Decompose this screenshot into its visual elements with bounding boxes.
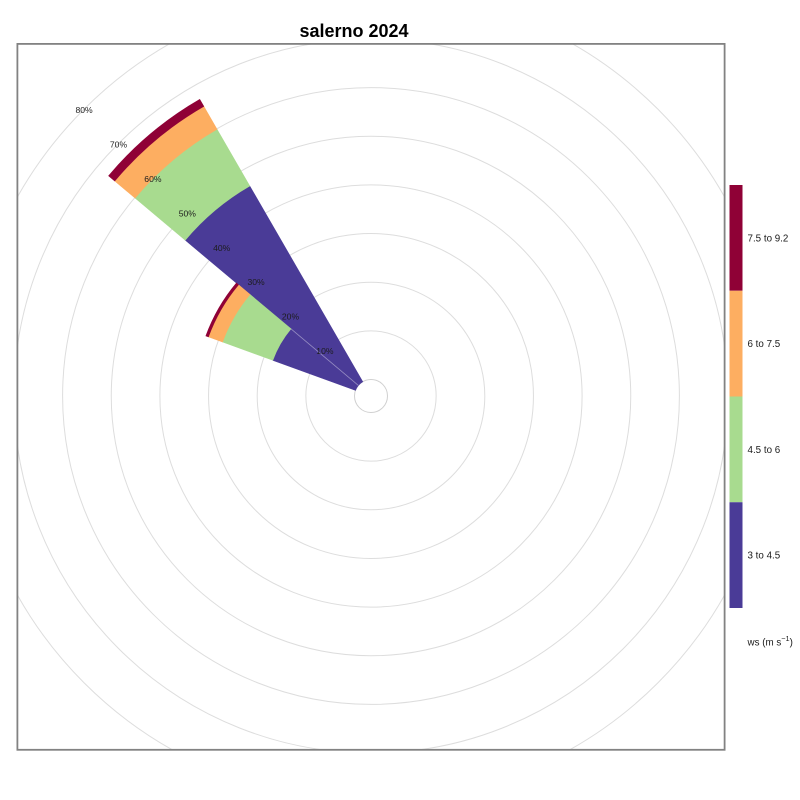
svg-text:60%: 60% — [144, 174, 162, 184]
svg-text:70%: 70% — [110, 140, 128, 150]
svg-text:7.5 to 9.2: 7.5 to 9.2 — [748, 233, 789, 244]
svg-text:4.5 to 6: 4.5 to 6 — [748, 445, 781, 456]
svg-text:3 to 4.5: 3 to 4.5 — [748, 551, 781, 562]
svg-text:6 to 7.5: 6 to 7.5 — [748, 339, 781, 350]
svg-text:20%: 20% — [282, 312, 300, 322]
svg-text:10%: 10% — [316, 346, 334, 356]
svg-text:salerno 2024: salerno 2024 — [299, 21, 408, 41]
svg-text:30%: 30% — [247, 277, 265, 287]
svg-text:40%: 40% — [213, 243, 231, 253]
svg-text:50%: 50% — [179, 208, 197, 218]
svg-text:80%: 80% — [75, 105, 93, 115]
